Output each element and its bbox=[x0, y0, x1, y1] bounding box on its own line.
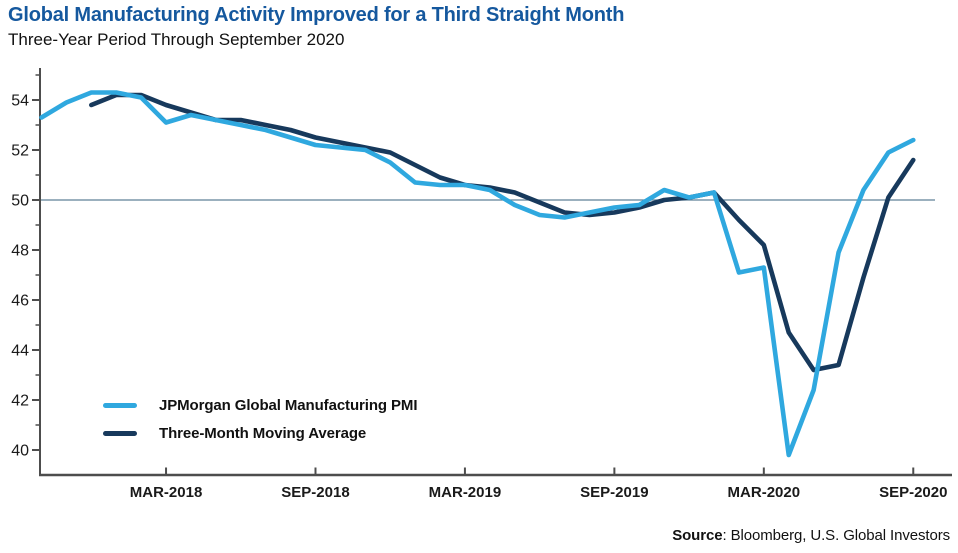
y-tick-label: 44 bbox=[11, 343, 29, 360]
x-tick-label: SEP-2020 bbox=[879, 484, 947, 501]
y-tick-label: 50 bbox=[11, 193, 29, 210]
legend-item-moving-average: Three-Month Moving Average bbox=[103, 419, 417, 447]
x-tick-label: MAR-2018 bbox=[130, 484, 203, 501]
y-tick-label: 52 bbox=[11, 143, 29, 160]
y-tick-label: 54 bbox=[11, 93, 29, 110]
chart-subtitle: Three-Year Period Through September 2020 bbox=[8, 30, 345, 49]
source-text: : Bloomberg, U.S. Global Investors bbox=[722, 527, 950, 544]
y-tick-label: 40 bbox=[11, 443, 29, 460]
pmi-line-swatch bbox=[103, 402, 137, 408]
pmi-legend-label: JPMorgan Global Manufacturing PMI bbox=[159, 396, 418, 414]
source-label: Source bbox=[672, 527, 723, 544]
y-tick-label: 46 bbox=[11, 293, 29, 310]
y-tick-label: 48 bbox=[11, 243, 29, 260]
legend-item-pmi: JPMorgan Global Manufacturing PMI bbox=[103, 391, 417, 419]
x-tick-label: MAR-2020 bbox=[728, 484, 801, 501]
chart-title: Global Manufacturing Activity Improved f… bbox=[8, 4, 625, 26]
pmi-line bbox=[39, 90, 916, 458]
moving-average-legend-label: Three-Month Moving Average bbox=[159, 424, 367, 442]
source-note: Source: Bloomberg, U.S. Global Investors bbox=[672, 527, 950, 544]
y-tick-label: 42 bbox=[11, 393, 29, 410]
x-tick-label: MAR-2019 bbox=[429, 484, 502, 501]
moving-average-line bbox=[89, 92, 916, 373]
legend: JPMorgan Global Manufacturing PMI Three-… bbox=[103, 391, 417, 447]
moving-average-line-swatch bbox=[103, 430, 137, 436]
x-tick-label: SEP-2019 bbox=[580, 484, 648, 501]
x-tick-label: SEP-2018 bbox=[281, 484, 349, 501]
